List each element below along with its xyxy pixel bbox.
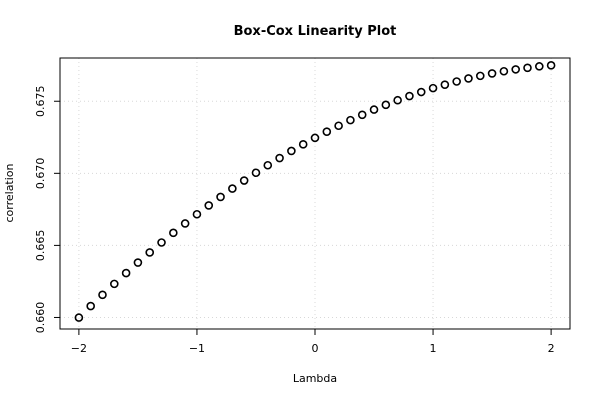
point [346,115,355,125]
x-tick-label: 0 [312,342,319,355]
point [86,301,95,311]
point [157,238,166,247]
point [98,290,107,300]
chart-title: Box-Cox Linearity Plot [234,24,397,39]
point [204,201,214,210]
y-tick-label: 0.675 [34,85,47,117]
point [393,95,402,105]
point [110,279,119,289]
point [287,146,296,156]
x-axis-label: Lambda [293,372,337,385]
point [535,62,544,71]
point [523,63,532,73]
point [440,80,450,89]
point [228,184,237,193]
point [487,69,497,78]
point [499,66,509,76]
point [475,71,485,81]
point [216,192,225,202]
point [334,121,343,131]
point [133,258,143,267]
plot-frame [59,57,571,330]
point [452,77,461,86]
point [169,228,178,238]
x-tick-label: 1 [430,342,437,355]
x-tick-label: 2 [548,342,555,355]
point [369,105,379,114]
point [322,127,332,136]
point [145,248,155,257]
y-tick-label: 0.670 [34,158,47,190]
point [381,100,391,110]
x-tick-label: −2 [71,342,87,355]
point [275,153,284,163]
point [416,87,426,97]
point [74,313,84,322]
y-tick-label: 0.660 [34,302,47,334]
point [121,268,131,278]
point [546,61,556,70]
point [310,133,320,143]
point [251,168,261,178]
point [263,160,273,170]
point [464,74,473,83]
y-axis-label: correlation [3,163,16,222]
point [239,176,249,185]
point [180,219,190,228]
y-tick-label: 0.665 [34,230,47,262]
x-tick-label: −1 [189,342,205,355]
point [357,110,367,120]
point [428,83,438,93]
point [298,140,308,149]
point [511,65,520,74]
point [405,91,414,101]
point [192,209,202,219]
